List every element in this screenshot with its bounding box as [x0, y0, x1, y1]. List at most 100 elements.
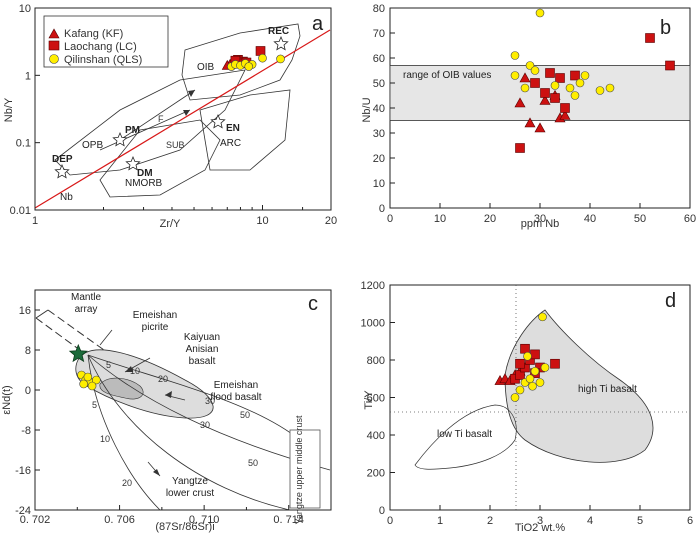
panel-c-ytick-label: -16: [15, 465, 31, 477]
oib-field: [181, 23, 301, 101]
panel-b-point: [565, 83, 575, 93]
en-star: [210, 113, 226, 129]
panel-d-ytick-label: 0: [379, 505, 385, 517]
panel-c-annotation: Kaiyuan Anisian basalt: [184, 332, 220, 367]
arrow-lower-crust-head: [153, 469, 160, 476]
mixing-curve-label: 5: [106, 360, 111, 370]
panel-d-point: [540, 363, 550, 372]
panel-b-xtick-label: 30: [534, 213, 546, 225]
mixing-curve-label: 10: [100, 434, 110, 444]
panel-b-point: [580, 71, 590, 80]
panel-a-xlabel: Zr/Y: [160, 218, 181, 230]
panel-b-point: [560, 103, 570, 113]
panel-b-point: [510, 51, 520, 60]
panel-a-ylabel: Nb/Y: [3, 97, 15, 122]
panel-a-annotation: DEP: [52, 154, 73, 165]
panel-c-annotation: Yangtze lower crust: [166, 476, 215, 499]
panel-a-point: [276, 54, 285, 64]
panel-b-point: [545, 68, 555, 78]
legend: Kafang (KF) Laochang (LC) Qilinshan (QLS…: [43, 15, 169, 68]
arrow-sub-head: [183, 110, 190, 116]
panel-b-ytick-label: 80: [373, 3, 385, 15]
panel-b-point: [555, 73, 565, 83]
panel-b-point: [510, 71, 520, 80]
panel-c-xtick-label: 0. 714: [273, 514, 304, 526]
panel-a-annotation: SUB: [166, 140, 185, 150]
panel-a-ytick-label: 0.01: [10, 205, 31, 217]
panel-a-xtick-label: 20: [325, 215, 337, 227]
panel-c-point: [87, 381, 97, 391]
panel-d-letter: d: [665, 290, 676, 312]
pm-star: [112, 131, 128, 147]
panel-c-annotation: Mantle array: [71, 292, 101, 315]
mixing-curve-label: 5: [92, 400, 97, 410]
mixing-curve-label: 30: [205, 396, 215, 406]
mixing-curve-lower2: [87, 354, 291, 511]
yangtze-upper-crust-label: Yangtze upper middle crust: [294, 415, 304, 524]
panel-b: range of OIB values 0 10 20 30 40 50 60 0 10 20 30…: [361, 3, 696, 230]
panel-c-frame: [34, 289, 332, 511]
panel-c-xtick-label: 0. 706: [104, 514, 135, 526]
panel-a-ytick-label: 1: [25, 70, 31, 82]
legend-laochang-label: Laochang (LC): [64, 41, 137, 53]
panel-d-ytick-label: 400: [367, 430, 385, 442]
mantle-array-cap: [35, 309, 49, 319]
panel-b-xtick-label: 10: [434, 213, 446, 225]
panel-b-point: [645, 33, 655, 43]
panel-d-ytick-label: 1000: [361, 318, 385, 330]
panel-d: high Ti basalt low Ti basalt 0 1 2 3 4 5 6 0 200…: [361, 280, 694, 534]
dep-star: [54, 163, 70, 179]
low-ti-label: low Ti basalt: [437, 429, 492, 440]
panel-d-point: [535, 378, 545, 387]
panel-d-xtick-label: 2: [487, 515, 493, 527]
oib-range-band: [389, 65, 691, 121]
nmorb-field: [99, 119, 221, 198]
panel-b-point: [530, 66, 540, 75]
panel-b-letter: b: [660, 17, 671, 39]
panel-b-ytick-label: 30: [373, 128, 385, 140]
panel-a-annotation: EN: [226, 123, 240, 134]
panel-c-ytick-label: 0: [25, 385, 31, 397]
mixing-curve-label: 20: [122, 478, 132, 488]
panel-c-xtick-label: 0. 710: [189, 514, 220, 526]
panel-a-annotation: PM: [125, 125, 140, 136]
panel-b-point: [559, 109, 571, 120]
panel-b-point: [665, 60, 675, 71]
panel-b-point: [595, 86, 605, 95]
panel-d-ytick-label: 600: [367, 393, 385, 405]
panel-c-xlabel: (87Sr/86Sr)i: [155, 521, 214, 533]
panel-b-ytick-label: 10: [373, 178, 385, 190]
panel-b-point: [550, 93, 560, 103]
panel-d-point: [515, 370, 525, 380]
panel-b-point: [524, 117, 536, 128]
panel-d-point: [530, 366, 540, 376]
panel-b-xtick-label: 40: [584, 213, 596, 225]
panel-b-point: [520, 83, 530, 93]
panel-c-ytick-label: 16: [19, 305, 31, 317]
panel-a: a DEP PM DM EN REC OIB OPB ARC NMORB F SUB Nb 1 10 20…: [3, 3, 337, 230]
arrow-f-head: [188, 90, 195, 97]
panel-d-xtick-label: 4: [587, 515, 593, 527]
panel-b-xtick-label: 20: [484, 213, 496, 225]
panel-b-ytick-label: 20: [373, 153, 385, 165]
panel-a-annotation: REC: [268, 26, 289, 37]
panel-a-annotation: OIB: [197, 62, 215, 73]
arc-field: [199, 89, 291, 171]
panel-b-point: [534, 122, 546, 133]
panel-c-annotation: Emeishan picrite: [133, 310, 177, 333]
opb-field: [54, 69, 246, 176]
panel-b-point: [519, 72, 531, 83]
emeishan-picrite-star: [68, 343, 88, 363]
panel-a-annotation: Nb: [60, 192, 73, 203]
arrow-sub: [99, 109, 191, 151]
panel-b-ytick-label: 0: [379, 203, 385, 215]
panel-c-point: [79, 379, 88, 389]
panel-c-ytick-label: -24: [15, 505, 31, 517]
panel-b-point: [605, 83, 615, 93]
panel-c-point: [83, 372, 93, 382]
yangtze-upper-crust-box: [289, 429, 321, 509]
mixing-curve-label: 50: [240, 410, 250, 420]
arrow-picrite: [99, 329, 113, 346]
panel-d-point: [550, 358, 560, 369]
panel-b-point: [540, 88, 550, 98]
